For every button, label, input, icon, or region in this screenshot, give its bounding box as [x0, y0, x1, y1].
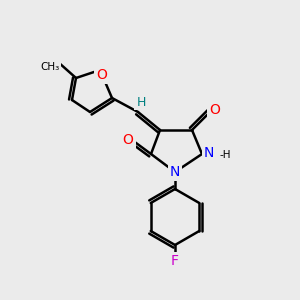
Text: N: N [170, 165, 180, 179]
Text: O: O [210, 103, 220, 117]
Text: N: N [204, 146, 214, 160]
Text: -H: -H [220, 150, 232, 160]
Text: CH₃: CH₃ [40, 62, 60, 72]
Text: O: O [123, 133, 134, 147]
Text: O: O [97, 68, 107, 82]
Text: H: H [136, 95, 146, 109]
Text: F: F [171, 254, 179, 268]
